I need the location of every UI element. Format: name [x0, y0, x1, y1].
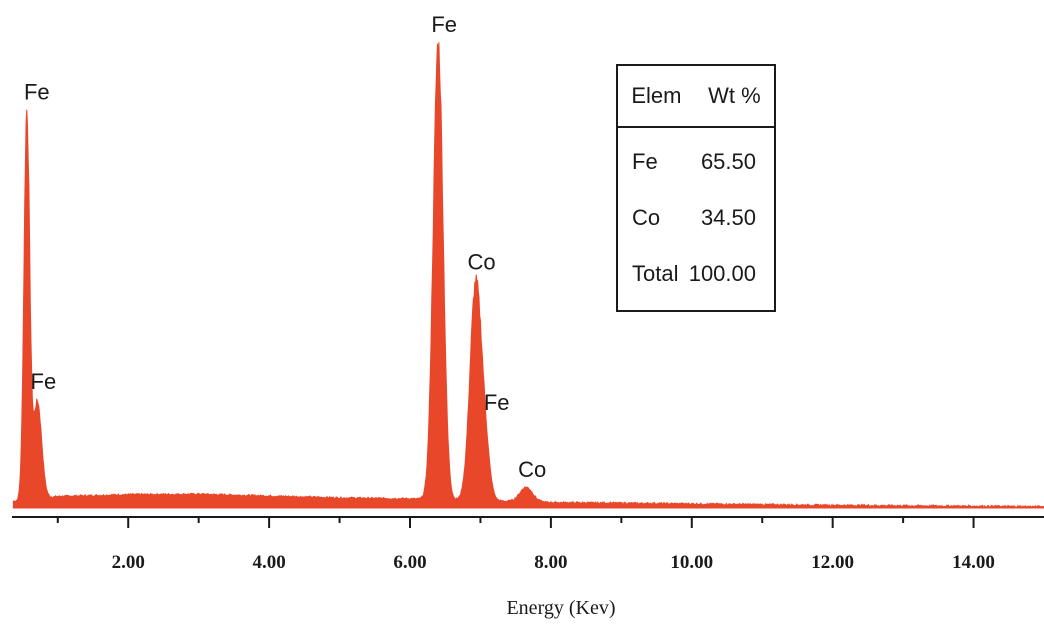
x-tick-label: 6.00 [393, 552, 426, 573]
row-wt: 34.50 [700, 205, 756, 230]
row-wt: 100.00 [688, 261, 756, 286]
x-tick-label: 2.00 [112, 552, 145, 573]
x-axis-ticks: 2.00 4.00 6.00 8.00 10.00 12.00 14.00 [56, 517, 995, 573]
peak-label: Co [518, 457, 546, 482]
composition-table-header: Elem Wt % [618, 66, 774, 128]
peak-label: Co [467, 249, 495, 274]
peak-label: Fe [484, 390, 510, 415]
x-tick-label: 4.00 [252, 552, 285, 573]
row-elem: Fe [632, 149, 658, 174]
row-elem: Co [632, 205, 661, 230]
table-row: Total 100.00 [618, 246, 774, 302]
row-elem: Total [632, 261, 679, 286]
x-tick-label: 10.00 [670, 552, 713, 573]
x-tick-label: 14.00 [952, 552, 995, 573]
composition-table-body: Fe 65.50 Co 34.50 Total 100.00 [618, 128, 774, 302]
x-tick-label: 8.00 [534, 552, 567, 573]
x-axis-title: Energy (Kev) [506, 597, 615, 619]
header-elem: Elem [631, 83, 682, 108]
table-row: Co 34.50 [618, 190, 774, 246]
peak-labels: Fe Fe Fe Co Fe Co [24, 12, 546, 482]
header-wt: Wt % [708, 83, 761, 108]
spectrum-layer [12, 42, 1044, 509]
x-tick-label: 12.00 [811, 552, 854, 573]
peak-label: Fe [31, 369, 57, 394]
peak-label: Fe [24, 79, 50, 104]
table-row: Fe 65.50 [618, 134, 774, 190]
row-wt: 65.50 [700, 149, 756, 174]
peak-label: Fe [431, 12, 457, 37]
composition-table: Elem Wt % Fe 65.50 Co 34.50 Total 100.00 [616, 64, 776, 312]
spectrum-area [12, 42, 1044, 509]
